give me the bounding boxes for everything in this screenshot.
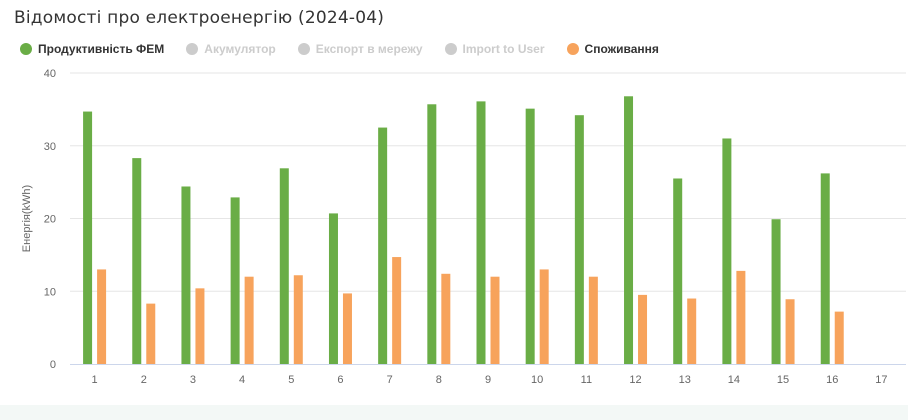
legend-label-grid-export: Експорт в мережу [315, 42, 423, 56]
y-axis-label: Енергія(kWh) [21, 185, 33, 252]
legend-label-pv: Продуктивність ФЕМ [38, 42, 165, 56]
bar-consumption [392, 257, 402, 364]
x-tick-label: 9 [485, 374, 491, 386]
bar-consumption [785, 299, 795, 364]
x-tick-label: 13 [679, 374, 691, 386]
bar-consumption [244, 276, 254, 364]
legend-label-battery: Акумулятор [204, 42, 276, 56]
chart-legend: Продуктивність ФЕМ Акумулятор Експорт в … [20, 39, 681, 59]
bar-consumption [834, 311, 844, 364]
x-tick-label: 17 [875, 374, 887, 386]
y-tick-label: 10 [44, 286, 56, 298]
x-tick-label: 7 [387, 374, 393, 386]
bar-consumption [687, 298, 697, 364]
y-tick-label: 0 [50, 359, 56, 371]
bar-pv [328, 213, 338, 364]
bar-pv [83, 111, 93, 364]
x-tick-label: 10 [531, 374, 543, 386]
bar-consumption [588, 276, 598, 364]
legend-item-import[interactable]: Import to User [444, 42, 545, 56]
legend-label-import: Import to User [462, 42, 545, 56]
footer-strip [0, 405, 908, 420]
x-tick-label: 8 [436, 374, 442, 386]
legend-item-pv[interactable]: Продуктивність ФЕМ [20, 42, 164, 56]
legend-marker-import [444, 43, 457, 55]
x-tick-label: 15 [777, 374, 789, 386]
legend-marker-pv [20, 43, 32, 55]
bar-consumption [539, 269, 549, 364]
bar-pv [624, 96, 634, 364]
y-tick-label: 20 [44, 214, 56, 226]
y-tick-label: 30 [44, 141, 56, 153]
x-tick-label: 6 [337, 374, 343, 386]
bar-pv [378, 127, 388, 364]
bar-pv [132, 158, 142, 364]
bar-pv [820, 173, 830, 364]
bar-consumption [638, 294, 648, 364]
x-tick-label: 3 [190, 374, 196, 386]
x-tick-label: 16 [826, 374, 838, 386]
legend-marker-consumption [566, 43, 579, 55]
bar-pv [525, 108, 535, 365]
bar-pv [673, 178, 683, 364]
x-tick-label: 5 [288, 374, 294, 386]
bar-consumption [195, 288, 205, 364]
chart-title: Відомості про електроенергію (2024-04) [14, 8, 385, 28]
legend-item-battery[interactable]: Акумулятор [186, 42, 276, 56]
x-tick-label: 1 [92, 374, 98, 386]
bar-consumption [293, 275, 303, 364]
bar-consumption [342, 293, 352, 364]
bar-consumption [441, 273, 451, 364]
x-tick-label: 12 [629, 374, 641, 386]
bar-consumption [146, 303, 156, 364]
bar-pv [181, 186, 191, 364]
x-tick-label: 2 [141, 374, 147, 386]
x-tick-label: 11 [581, 374, 592, 386]
legend-marker-battery [186, 43, 199, 55]
bar-pv [230, 197, 240, 364]
legend-label-consumption: Споживання [584, 42, 659, 56]
y-tick-label: 40 [44, 68, 56, 80]
legend-item-consumption[interactable]: Споживання [566, 42, 659, 56]
bar-consumption [97, 269, 107, 364]
x-tick-label: 14 [728, 374, 740, 386]
bar-pv [722, 138, 732, 364]
bar-pv [279, 168, 289, 364]
x-tick-label: 4 [239, 374, 245, 386]
bar-pv [427, 104, 437, 364]
bar-consumption [736, 270, 746, 364]
bar-pv [476, 101, 486, 364]
bar-pv [574, 115, 584, 364]
legend-item-grid-export[interactable]: Експорт в мережу [297, 42, 423, 56]
legend-marker-grid-export [297, 43, 310, 55]
bar-consumption [490, 276, 500, 364]
bar-pv [771, 219, 781, 364]
